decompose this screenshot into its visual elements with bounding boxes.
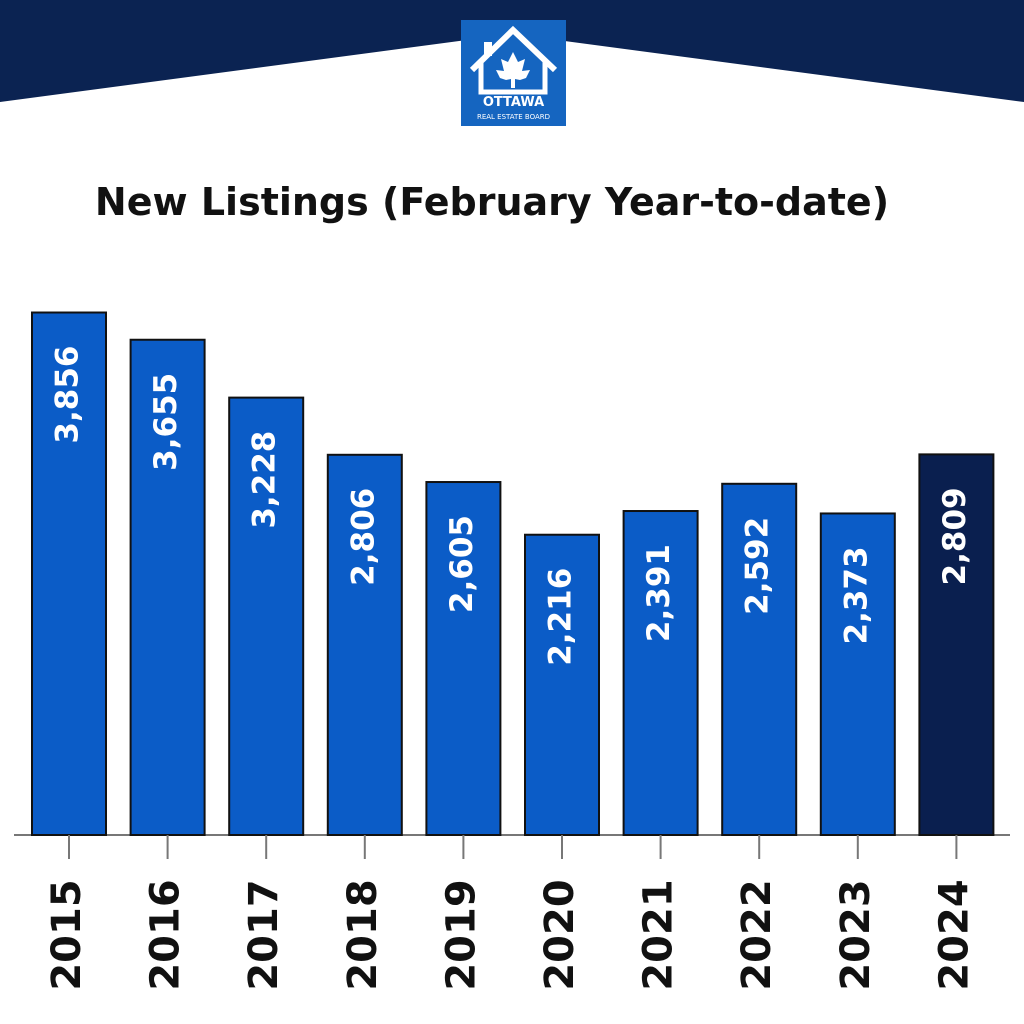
chart-title: New Listings (February Year-to-date) bbox=[95, 180, 889, 224]
logo-roof bbox=[469, 25, 558, 73]
bar bbox=[918, 453, 995, 836]
bar bbox=[622, 510, 699, 836]
x-tick-label: 2022 bbox=[734, 879, 780, 990]
bar bbox=[326, 453, 403, 836]
logo-chimney bbox=[484, 42, 492, 56]
x-tick-label: 2015 bbox=[44, 879, 90, 990]
x-tick-label: 2021 bbox=[636, 879, 682, 990]
x-tick-label: 2020 bbox=[537, 879, 583, 990]
x-tick-label: 2016 bbox=[143, 879, 189, 990]
x-tick-label: 2018 bbox=[340, 879, 386, 990]
value-label: 3,856 bbox=[50, 346, 86, 444]
value-label: 2,373 bbox=[838, 546, 874, 644]
value-label: 3,228 bbox=[247, 431, 283, 529]
value-label: 3,655 bbox=[148, 373, 184, 471]
logo-subtitle: REAL ESTATE BOARD bbox=[477, 113, 550, 121]
bar bbox=[819, 512, 896, 836]
x-tick-label: 2023 bbox=[833, 879, 879, 990]
x-tick-label: 2017 bbox=[241, 879, 287, 990]
value-label: 2,391 bbox=[641, 544, 677, 642]
value-label: 2,806 bbox=[345, 488, 381, 586]
value-label: 2,605 bbox=[444, 515, 480, 613]
x-tick-label: 2019 bbox=[438, 879, 484, 990]
x-tick-label: 2024 bbox=[931, 879, 977, 990]
bar bbox=[228, 396, 305, 836]
logo: OTTAWA REAL ESTATE BOARD bbox=[461, 20, 566, 126]
value-label: 2,809 bbox=[937, 487, 973, 585]
header-band bbox=[0, 0, 1024, 102]
logo-house bbox=[478, 62, 548, 95]
bar bbox=[524, 533, 600, 836]
value-label: 2,592 bbox=[740, 517, 776, 615]
bar bbox=[721, 482, 798, 836]
logo-name: OTTAWA bbox=[483, 95, 544, 110]
logo-leaf bbox=[496, 52, 530, 88]
bar bbox=[425, 481, 502, 836]
bar bbox=[129, 338, 206, 836]
value-label: 2,216 bbox=[543, 568, 579, 666]
